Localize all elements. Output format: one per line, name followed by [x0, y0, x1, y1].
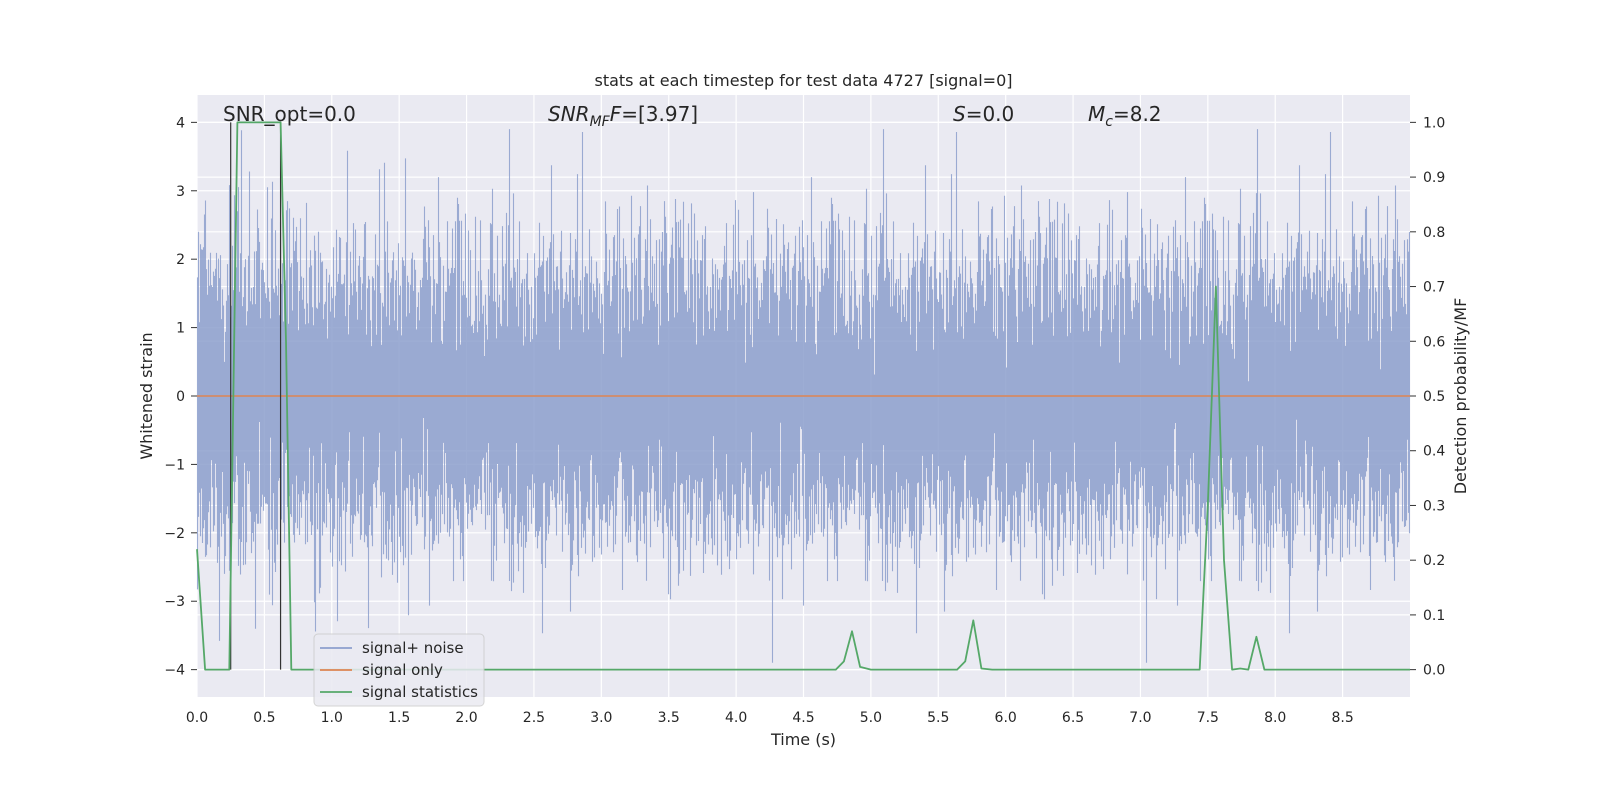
- y-right-tick-label: 1.0: [1423, 115, 1445, 131]
- signal-statistics-line: [196, 121, 1410, 671]
- y-tick-label: 4: [176, 115, 185, 131]
- y-tick-label: −4: [164, 663, 185, 679]
- annotation-s-value: =0.0: [966, 102, 1015, 126]
- annotation-snr-mf-f: F: [610, 102, 622, 126]
- y-right-tick-label: 0.5: [1423, 389, 1445, 405]
- x-tick-label: 0.5: [253, 710, 275, 726]
- x-tick-label: 3.5: [658, 710, 680, 726]
- y-right-tick-label: 0.1: [1423, 608, 1445, 624]
- x-tick-label: 6.0: [995, 710, 1017, 726]
- annotation-s-main: S: [953, 102, 966, 126]
- y-tick-label: −2: [164, 526, 185, 542]
- y-right-tick-label: 0.7: [1423, 280, 1445, 296]
- chart-title: stats at each timestep for test data 472…: [594, 71, 1012, 90]
- x-tick-label: 7.0: [1129, 710, 1151, 726]
- legend-box: [313, 633, 485, 707]
- annotation-mc-sub: c: [1105, 114, 1113, 130]
- legend-entry-signal-only: signal only: [362, 661, 443, 679]
- series-layer: [196, 121, 1410, 671]
- y-tick-label: 3: [176, 184, 185, 200]
- y-right-tick-label: 0.6: [1423, 334, 1445, 350]
- y-right-tick-label: 0.8: [1423, 225, 1445, 241]
- x-tick-label: 1.5: [388, 710, 410, 726]
- legend: signal+ noise signal only signal statist…: [313, 633, 485, 707]
- annotation-snr-mf: SNRMFF=[3.97]: [548, 102, 698, 130]
- x-tick-label: 2.0: [455, 710, 477, 726]
- y-right-tick-label: 0.4: [1423, 444, 1445, 460]
- x-tick-label: 4.5: [792, 710, 814, 726]
- signal-noise-series: [196, 129, 1411, 663]
- legend-entry-signal-statistics: signal statistics: [362, 683, 478, 701]
- x-tick-label: 2.5: [523, 710, 545, 726]
- x-tick-label: 8.0: [1264, 710, 1286, 726]
- x-tick-label: 4.0: [725, 710, 747, 726]
- tick-layer: 0.0 0.5 1.0 1.5 2.0 2.5 3.0 3.5 4.0 4.5 5.0 5.5 6.0 6…: [164, 115, 1445, 726]
- annotation-snr-mf-sub: MF: [590, 114, 611, 130]
- annotation-mc: Mc=8.2: [1088, 102, 1162, 130]
- annotation-mc-main: M: [1088, 102, 1105, 126]
- y-axis-label: Whitened strain: [137, 332, 156, 459]
- x-tick-label: 5.5: [927, 710, 949, 726]
- y-right-tick-label: 0.0: [1423, 663, 1445, 679]
- y-axis-right-label: Detection probability/MF: [1451, 298, 1470, 495]
- annotation-s: S=0.0: [953, 102, 1014, 126]
- y-right-tick-label: 0.2: [1423, 553, 1445, 569]
- y-tick-label: −1: [164, 457, 185, 473]
- signal-noise-trace: [196, 129, 1411, 663]
- y-tick-label: −3: [164, 594, 185, 610]
- annotation-mc-value: =8.2: [1113, 102, 1162, 126]
- annotation-snr-mf-value: =[3.97]: [621, 102, 698, 126]
- x-tick-label: 1.0: [321, 710, 343, 726]
- y-tick-label: 2: [176, 252, 185, 268]
- y-tick-label: 0: [176, 389, 185, 405]
- annotation-snr-mf-main: SNR: [548, 102, 590, 126]
- x-tick-label: 7.5: [1197, 710, 1219, 726]
- y-tick-label: 1: [176, 321, 185, 337]
- x-axis-label: Time (s): [770, 730, 836, 749]
- x-tick-label: 8.5: [1331, 710, 1353, 726]
- x-tick-label: 5.0: [860, 710, 882, 726]
- annotation-snr-opt: SNR_opt=0.0: [223, 102, 356, 126]
- x-tick-label: 6.5: [1062, 710, 1084, 726]
- x-tick-label: 0.0: [186, 710, 208, 726]
- legend-entry-signal-noise: signal+ noise: [362, 639, 464, 657]
- x-tick-label: 3.0: [590, 710, 612, 726]
- y-right-tick-label: 0.3: [1423, 498, 1445, 514]
- y-right-tick-label: 0.9: [1423, 170, 1445, 186]
